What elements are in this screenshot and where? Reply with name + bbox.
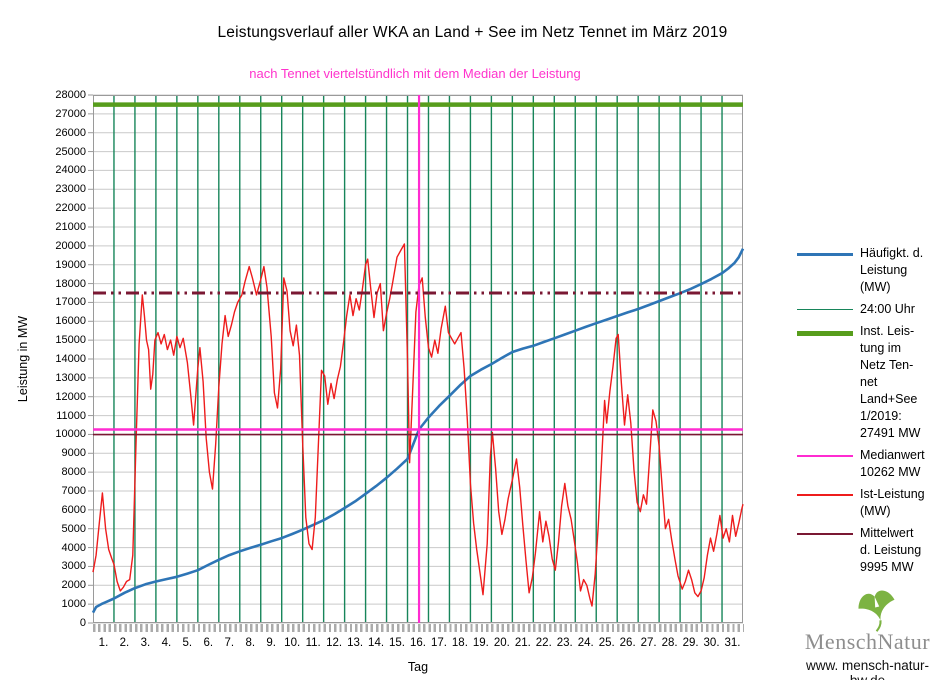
y-tick-label: 5000 (61, 522, 86, 535)
brand-name: MenschNatur (804, 629, 931, 654)
y-tick-label: 3000 (61, 560, 86, 573)
legend-swatch-line (797, 494, 853, 496)
legend-swatch-line (797, 309, 853, 310)
x-tick-label: 4. (161, 637, 172, 649)
legend: Häufigkt. d. Leistung (MW) 24:00 Uhr Inst.… (797, 245, 945, 581)
x-tick-label: 24. (577, 637, 594, 649)
y-tick-label: 26000 (55, 126, 86, 139)
y-tick-label: 21000 (55, 221, 86, 233)
y-tick-label: 1000 (61, 598, 86, 611)
x-tick-label: 14. (368, 637, 385, 649)
x-tick-label: 17. (430, 637, 447, 649)
y-tick-label: 14000 (55, 353, 86, 365)
chart-title: Leistungsverlauf aller WKA an Land + See… (217, 24, 728, 41)
x-tick-label: 21. (514, 637, 531, 649)
y-tick-label: 16000 (55, 315, 86, 328)
x-tick-label: 26. (619, 637, 636, 649)
y-tick-label: 9000 (61, 447, 86, 460)
x-tick-label: 18. (451, 637, 468, 649)
y-tick-label: 15000 (55, 334, 86, 347)
x-tick-label: 7. (224, 637, 235, 649)
legend-label: Häufigkt. d. Leistung (MW) (860, 246, 924, 294)
legend-label: Medianwert 10262 MW (860, 448, 925, 479)
ginkgo-leaf-icon (858, 590, 895, 632)
y-tick-label: 11000 (56, 409, 86, 422)
x-tick-label: 23. (556, 637, 573, 649)
legend-swatch-line (797, 331, 853, 336)
x-minor-tick-band (93, 624, 744, 632)
y-tick-label: 7000 (61, 485, 86, 497)
y-tick-label: 24000 (55, 164, 86, 177)
y-tick-label: 22000 (55, 202, 86, 215)
y-tick-label: 2000 (61, 579, 86, 592)
y-tick-label: 18000 (55, 277, 86, 290)
x-tick-label: 2. (119, 637, 130, 649)
y-tick-label: 12000 (55, 390, 86, 403)
y-tick-label: 10000 (55, 428, 86, 441)
x-tick-label: 1. (98, 637, 109, 649)
x-tick-label: 16. (409, 637, 426, 649)
legend-item: Häufigkt. d. Leistung (MW) (797, 245, 945, 296)
x-tick-label: 13. (347, 637, 364, 649)
x-tick-label: 6. (203, 637, 214, 649)
x-tick-label: 30. (703, 637, 720, 649)
y-tick-label: 25000 (55, 145, 86, 158)
legend-item: Ist-Leistung (MW) (797, 486, 945, 520)
plot-area (88, 94, 745, 624)
y-tick-label: 6000 (61, 503, 86, 516)
x-tick-label: 22. (535, 637, 552, 649)
y-tick-label: 4000 (61, 541, 86, 554)
x-tick-label: 8. (245, 637, 256, 649)
x-tick-label: 5. (182, 637, 193, 649)
x-tick-label: 29. (682, 637, 699, 649)
x-tick-label: 9. (266, 637, 276, 649)
y-tick-label: 28000 (55, 89, 86, 101)
legend-swatch-line (797, 455, 853, 457)
x-tick-label: 28. (661, 637, 678, 649)
x-tick-label: 25. (598, 637, 615, 649)
legend-label: Ist-Leistung (MW) (860, 487, 925, 518)
legend-item: Inst. Leis- tung im Netz Ten- net Land+S… (797, 323, 945, 442)
x-tick-label: 3. (140, 637, 151, 649)
y-tick-label: 13000 (55, 371, 86, 384)
y-tick-label: 17000 (55, 296, 86, 309)
legend-label: Mittelwert d. Leistung 9995 MW (860, 526, 922, 574)
logo: MenschNatur www. mensch-natur-bw.de (790, 582, 945, 680)
legend-item: Medianwert 10262 MW (797, 447, 945, 481)
chart-subtitle: nach Tennet viertelstündlich mit dem Med… (249, 66, 581, 81)
y-tick-label: 19000 (55, 258, 86, 271)
x-axis-title: Tag (407, 660, 429, 674)
actual-power-line (92, 243, 744, 607)
y-tick-label: 20000 (55, 239, 86, 252)
x-tick-label: 10. (284, 637, 301, 649)
x-tick-label: 27. (640, 637, 657, 649)
y-tick-label: 8000 (61, 466, 86, 479)
legend-item: 24:00 Uhr (797, 301, 945, 318)
x-tick-label: 15. (389, 637, 406, 649)
legend-label: 24:00 Uhr (860, 302, 915, 316)
legend-swatch-line (797, 253, 853, 256)
x-tick-label: 11. (305, 637, 321, 649)
y-tick-label: 0 (79, 617, 86, 629)
legend-label: Inst. Leis- tung im Netz Ten- net Land+S… (860, 324, 921, 440)
y-tick-label: 27000 (55, 107, 86, 120)
x-tick-label: 19. (472, 637, 489, 649)
site-url: www. mensch-natur-bw.de (805, 658, 930, 680)
legend-item: Mittelwert d. Leistung 9995 MW (797, 525, 945, 576)
x-tick-label: 31. (724, 637, 741, 649)
x-tick-label: 12. (326, 637, 343, 649)
y-tick-label: 23000 (55, 183, 86, 196)
y-axis-title: Leistung in MW (16, 315, 30, 403)
legend-swatch-line (797, 533, 853, 535)
x-tick-label: 20. (493, 637, 510, 649)
